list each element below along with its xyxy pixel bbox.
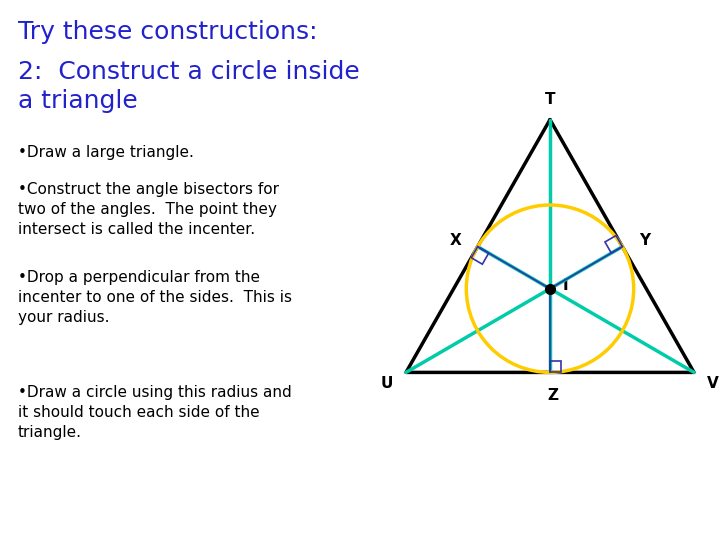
Text: V: V (707, 376, 719, 390)
Text: •Draw a circle using this radius and
it should touch each side of the
triangle.: •Draw a circle using this radius and it … (18, 385, 292, 440)
Text: 2:  Construct a circle inside
a triangle: 2: Construct a circle inside a triangle (18, 60, 360, 113)
Text: •Drop a perpendicular from the
incenter to one of the sides.  This is
your radiu: •Drop a perpendicular from the incenter … (18, 270, 292, 325)
Text: U: U (381, 376, 393, 390)
Text: T: T (545, 92, 555, 107)
Text: Z: Z (548, 388, 559, 403)
Text: Try these constructions:: Try these constructions: (18, 20, 318, 44)
Text: Y: Y (639, 233, 650, 248)
Text: I: I (563, 278, 568, 293)
Text: X: X (449, 233, 461, 248)
Text: •Draw a large triangle.: •Draw a large triangle. (18, 145, 194, 160)
Text: •Construct the angle bisectors for
two of the angles.  The point they
intersect : •Construct the angle bisectors for two o… (18, 182, 279, 237)
